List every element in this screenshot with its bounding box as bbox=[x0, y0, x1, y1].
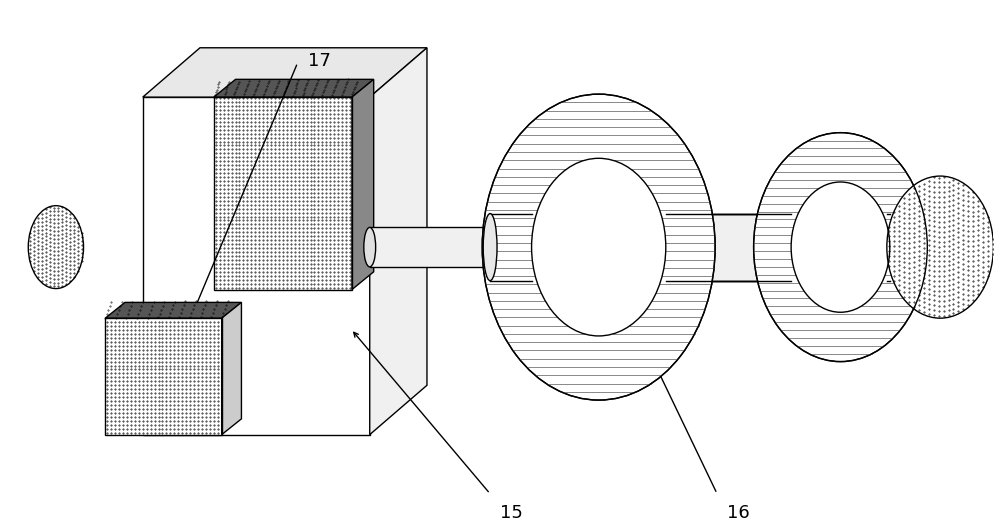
Ellipse shape bbox=[482, 94, 715, 400]
Bar bbox=[370, 227, 490, 267]
Text: 15: 15 bbox=[500, 504, 523, 522]
Polygon shape bbox=[352, 80, 374, 289]
Bar bbox=[214, 97, 352, 289]
Ellipse shape bbox=[364, 227, 376, 267]
Bar bbox=[105, 318, 222, 435]
Text: 16: 16 bbox=[727, 504, 750, 522]
Text: 17: 17 bbox=[308, 52, 330, 70]
Ellipse shape bbox=[754, 133, 927, 362]
Ellipse shape bbox=[791, 182, 890, 313]
Ellipse shape bbox=[28, 206, 84, 289]
Polygon shape bbox=[105, 302, 241, 318]
Polygon shape bbox=[143, 48, 427, 97]
Ellipse shape bbox=[532, 158, 666, 336]
Bar bbox=[214, 97, 352, 289]
Ellipse shape bbox=[484, 227, 496, 267]
Bar bbox=[105, 318, 222, 435]
Bar bbox=[143, 97, 370, 435]
Polygon shape bbox=[222, 302, 241, 435]
Polygon shape bbox=[370, 48, 427, 435]
Ellipse shape bbox=[887, 176, 993, 318]
Bar bbox=[490, 213, 914, 281]
Ellipse shape bbox=[483, 213, 497, 281]
Polygon shape bbox=[214, 80, 374, 97]
